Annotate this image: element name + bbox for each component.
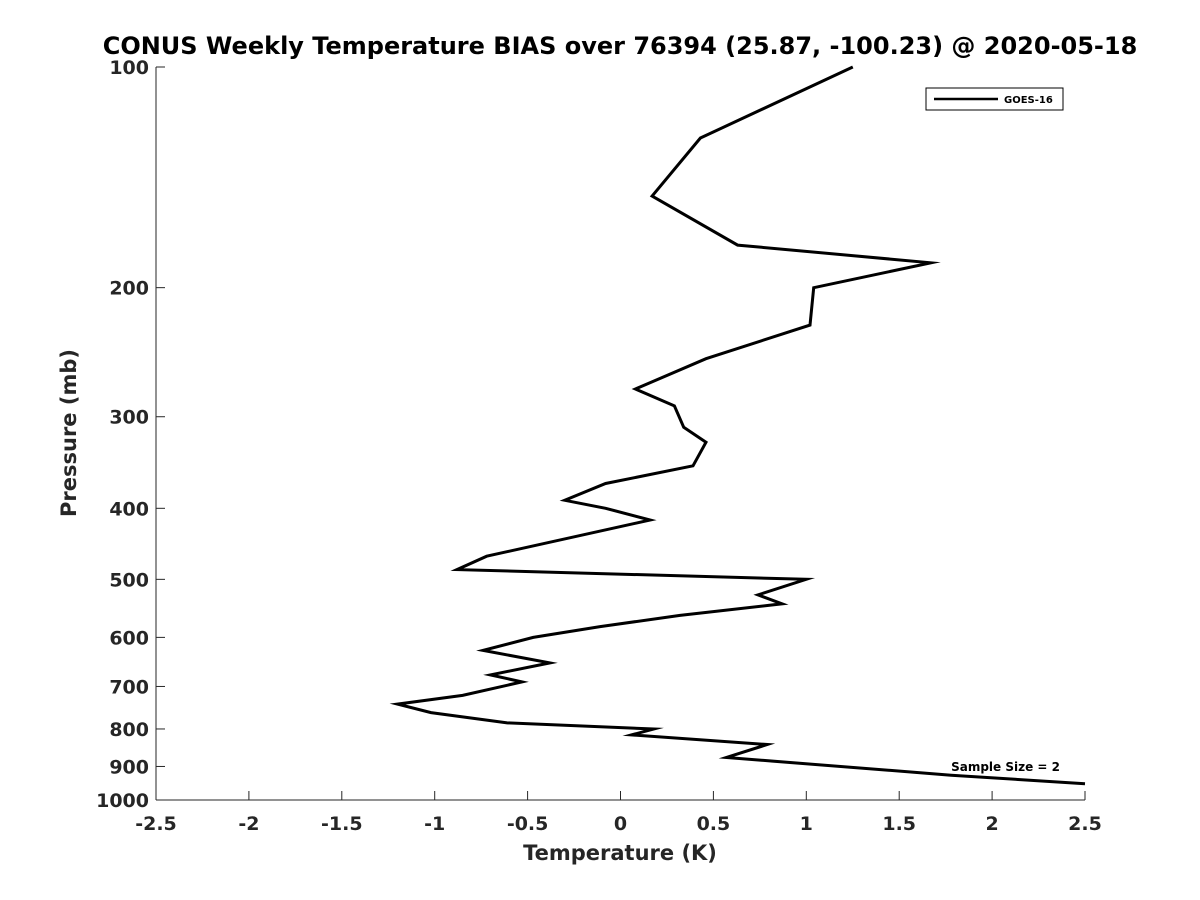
legend: GOES-16 xyxy=(925,87,1064,111)
y-tick-label: 200 xyxy=(109,278,149,300)
y-tick-label: 1000 xyxy=(96,790,149,812)
sample-size-annotation: Sample Size = 2 xyxy=(951,760,1060,774)
x-tick-label: 1.5 xyxy=(882,813,916,835)
y-axis-label: Pressure (mb) xyxy=(57,349,81,517)
series-line-goes-16 xyxy=(389,65,1086,786)
y-tick-label: 700 xyxy=(109,676,149,698)
x-axis-label: Temperature (K) xyxy=(523,841,717,865)
x-tick-label: 2 xyxy=(985,813,998,835)
x-tick-label: -1 xyxy=(424,813,445,835)
plot-area xyxy=(389,65,1086,786)
y-tick-label: 900 xyxy=(109,756,149,778)
chart-title: CONUS Weekly Temperature BIAS over 76394… xyxy=(103,32,1138,60)
y-tick-label: 300 xyxy=(109,407,149,429)
x-tick-label: -1.5 xyxy=(321,813,363,835)
x-tick-label: -2 xyxy=(238,813,259,835)
y-tick-label: 800 xyxy=(109,719,149,741)
y-tick-label: 600 xyxy=(109,627,149,649)
x-tick-label: 0.5 xyxy=(697,813,731,835)
x-tick-label: 1 xyxy=(800,813,813,835)
x-tick-label: -2.5 xyxy=(135,813,177,835)
x-tick-label: 0 xyxy=(614,813,627,835)
x-tick-label: -0.5 xyxy=(507,813,549,835)
y-tick-label: 500 xyxy=(109,569,149,591)
y-tick-label: 100 xyxy=(109,57,149,79)
legend-label-goes-16: GOES-16 xyxy=(1004,95,1053,106)
x-tick-label: 2.5 xyxy=(1068,813,1102,835)
y-tick-label: 400 xyxy=(109,498,149,520)
axes: -2.5 -2 -1.5 -1 -0.5 0 0.5 1 1.5 2 2.5 100 200 300 400… xyxy=(96,57,1102,835)
